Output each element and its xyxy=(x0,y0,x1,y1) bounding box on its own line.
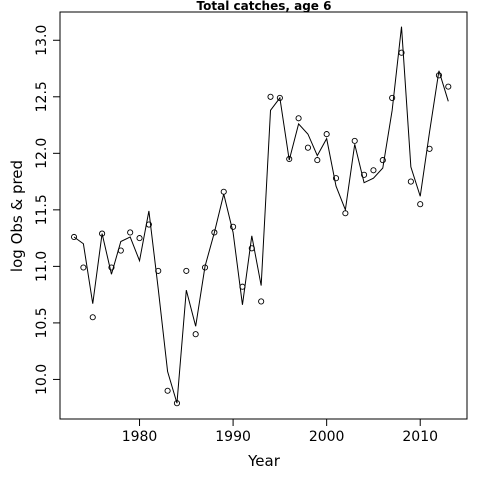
observed-point xyxy=(286,155,293,163)
y-tick-label: 12.5 xyxy=(34,81,50,112)
observed-point xyxy=(164,387,171,394)
observed-point xyxy=(407,178,414,185)
predicted-line xyxy=(73,26,449,404)
observed-point xyxy=(201,264,209,271)
observed-point xyxy=(99,230,106,237)
x-tick-label: 2010 xyxy=(402,429,438,445)
observed-point xyxy=(295,115,302,122)
plot-frame xyxy=(59,11,468,420)
observed-point xyxy=(445,83,452,90)
observed-point xyxy=(323,131,330,138)
y-tick-label: 10.5 xyxy=(34,307,50,338)
observed-point xyxy=(220,188,227,195)
observed-point xyxy=(173,400,180,407)
observed-point xyxy=(155,267,162,274)
observed-point xyxy=(332,175,340,182)
observed-point xyxy=(108,264,115,271)
observed-point xyxy=(276,94,283,101)
x-axis-label: Year xyxy=(247,452,281,470)
x-axis: 1980 1990 2000 2010 xyxy=(122,419,438,445)
observed-point xyxy=(117,247,124,254)
observed-point xyxy=(80,264,87,271)
observed-point xyxy=(314,157,321,164)
y-tick-label: 10.0 xyxy=(34,364,50,395)
observed-point xyxy=(267,93,274,100)
y-tick-label: 12.0 xyxy=(34,138,50,169)
observed-point xyxy=(398,49,405,56)
observed-point xyxy=(239,283,246,290)
y-axis-label: log Obs & pred xyxy=(8,160,26,272)
observed-point xyxy=(145,221,152,228)
observed-point xyxy=(192,331,199,338)
observed-point xyxy=(351,137,358,144)
chart-title: Total catches, age 6 xyxy=(197,0,332,13)
x-tick-label: 1990 xyxy=(215,429,251,445)
observed-point xyxy=(183,267,190,274)
x-tick-label: 1980 xyxy=(122,429,158,445)
observed-point xyxy=(379,157,386,164)
observed-point xyxy=(211,229,218,236)
y-tick-label: 11.5 xyxy=(34,194,50,225)
y-tick-label: 13.0 xyxy=(34,25,50,56)
observed-point xyxy=(435,72,442,79)
observed-point xyxy=(426,145,433,152)
observed-point xyxy=(304,144,311,151)
observed-point xyxy=(370,167,377,174)
observed-point xyxy=(230,223,237,230)
observed-point xyxy=(89,314,96,321)
observed-point xyxy=(342,210,349,217)
observed-point xyxy=(70,233,78,241)
observed-point xyxy=(258,298,265,305)
observed-point xyxy=(417,201,424,208)
y-axis: 10.0 10.5 11.0 11.5 12.0 12.5 13.0 xyxy=(34,25,60,395)
observed-point xyxy=(127,229,134,236)
observed-point xyxy=(136,235,143,242)
observed-point xyxy=(248,245,255,252)
observed-point xyxy=(389,94,396,101)
observed-points xyxy=(70,49,452,407)
x-tick-label: 2000 xyxy=(309,429,345,445)
observed-point xyxy=(361,171,368,178)
y-tick-label: 11.0 xyxy=(34,251,50,282)
